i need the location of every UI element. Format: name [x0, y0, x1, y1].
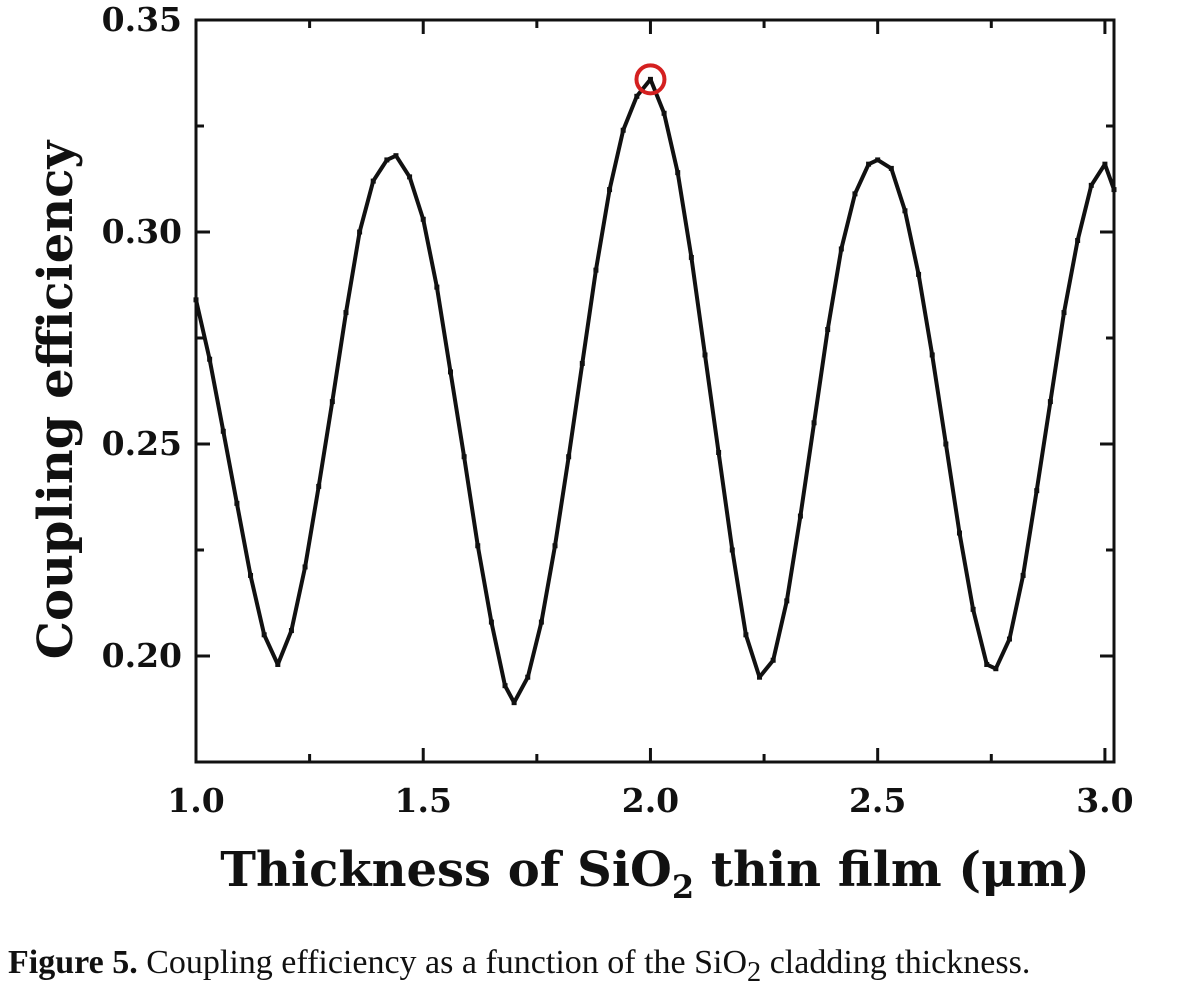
figure-caption: Figure 5. Coupling efficiency as a funct… [8, 944, 1178, 989]
data-point [1075, 237, 1081, 243]
data-point [1061, 310, 1067, 316]
data-point [929, 352, 935, 358]
data-point [384, 157, 390, 163]
data-point [288, 628, 294, 634]
y-tick-label: 0.30 [102, 212, 182, 251]
data-point [261, 632, 267, 638]
data-point [770, 657, 776, 663]
data-point [302, 564, 308, 570]
data-point [875, 157, 881, 163]
data-point [1102, 161, 1108, 167]
data-point [757, 674, 763, 680]
data-point [220, 428, 226, 434]
y-tick-label: 0.35 [102, 0, 182, 39]
data-point [329, 399, 335, 405]
data-point [888, 165, 894, 171]
data-point [552, 543, 558, 549]
data-point [1047, 399, 1053, 405]
data-point [956, 530, 962, 536]
caption-text: Coupling efficiency as a function of the… [137, 944, 748, 981]
data-point [743, 632, 749, 638]
data-point [984, 661, 990, 667]
data-point [620, 127, 626, 133]
data-point [511, 700, 517, 706]
data-point [688, 254, 694, 260]
data-point [502, 683, 508, 689]
data-point [407, 174, 413, 180]
x-axis-title-main: Thickness of SiO [220, 842, 672, 898]
x-tick-label: 2.0 [622, 781, 679, 820]
data-point [343, 310, 349, 316]
data-point [525, 674, 531, 680]
y-tick-label: 0.25 [102, 424, 182, 463]
data-point [970, 606, 976, 612]
data-point [675, 170, 681, 176]
data-point [475, 543, 481, 549]
data-point [434, 284, 440, 290]
data-point [647, 76, 653, 82]
x-tick-label: 3.0 [1076, 781, 1133, 820]
data-point [593, 267, 599, 273]
data-point [579, 360, 585, 366]
data-point [488, 619, 494, 625]
plot-frame [194, 18, 1116, 764]
data-point [797, 513, 803, 519]
data-point [461, 454, 467, 460]
series-markers [193, 76, 1117, 706]
data-point [393, 153, 399, 159]
data-point [784, 598, 790, 604]
caption-lead: Figure 5. [8, 944, 138, 981]
x-tick-labels: 1.0 1.5 2.0 2.5 3.0 [167, 781, 1133, 820]
data-point [825, 327, 831, 333]
data-point [811, 420, 817, 426]
x-tick-label: 1.0 [167, 781, 224, 820]
x-axis-title: Thickness of SiO2 thin film (μm) [220, 842, 1090, 906]
data-point [1088, 182, 1094, 188]
data-point [447, 369, 453, 375]
axis-ticks [194, 18, 1114, 764]
data-point [1006, 636, 1012, 642]
x-axis-title-subscript: 2 [672, 868, 694, 906]
data-point [993, 666, 999, 672]
data-point [634, 93, 640, 99]
data-point [716, 449, 722, 455]
x-axis-title-unit: thin film (μm) [694, 842, 1090, 898]
data-point [852, 191, 858, 197]
data-point [538, 619, 544, 625]
series-line [194, 77, 1116, 705]
coupling-efficiency-chart: 1.0 1.5 2.0 2.5 3.0 0.20 0.25 0.30 0.35 Couplin… [28, 0, 1134, 906]
data-point [902, 208, 908, 214]
data-point [234, 500, 240, 506]
caption-text-end: cladding thickness. [761, 944, 1031, 981]
x-tick-label: 1.5 [395, 781, 452, 820]
data-point [1020, 572, 1026, 578]
data-point [866, 161, 872, 167]
caption-subscript: 2 [747, 956, 762, 988]
data-point [607, 187, 613, 193]
y-tick-label: 0.20 [102, 636, 182, 675]
data-point [943, 441, 949, 447]
data-point [193, 297, 199, 303]
data-point [1111, 187, 1117, 193]
data-point [1034, 488, 1040, 494]
peak-highlight-circle [634, 63, 667, 96]
data-point [661, 110, 667, 116]
data-point [207, 356, 213, 362]
x-tick-label: 2.5 [849, 781, 906, 820]
data-point [357, 229, 363, 235]
data-point [316, 483, 322, 489]
y-tick-labels: 0.20 0.25 0.30 0.35 [102, 0, 182, 675]
data-point [420, 216, 426, 222]
data-point [275, 661, 281, 667]
data-point [702, 352, 708, 358]
data-point [248, 572, 254, 578]
data-point [838, 246, 844, 252]
data-point [566, 454, 572, 460]
data-point [370, 178, 376, 184]
y-axis-title: Coupling efficiency [28, 139, 84, 660]
data-point [916, 271, 922, 277]
data-point [729, 547, 735, 553]
